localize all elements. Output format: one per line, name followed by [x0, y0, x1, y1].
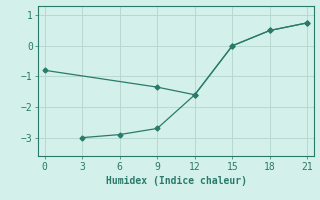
X-axis label: Humidex (Indice chaleur): Humidex (Indice chaleur): [106, 176, 246, 186]
